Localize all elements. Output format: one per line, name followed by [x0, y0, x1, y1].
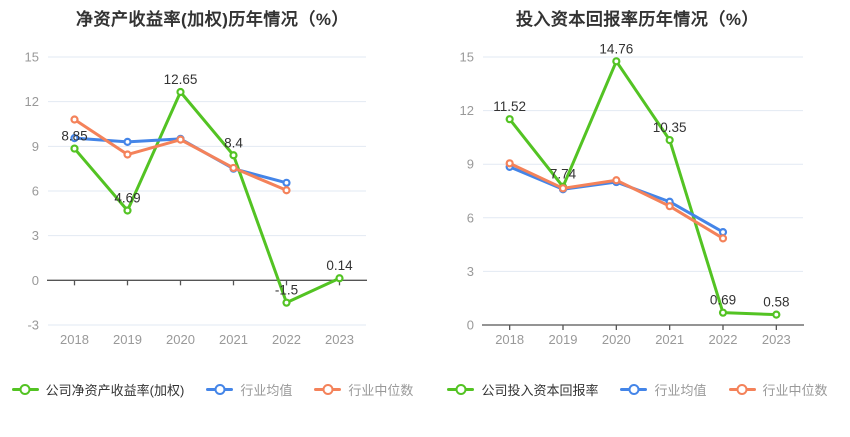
- industry-avg-series-marker-icon: [620, 384, 648, 395]
- y-axis-tick-label: 9: [32, 139, 39, 154]
- roic-chart-panel: 投入资本回报率历年情况（%） 15 12 9 6 3 0 2018 2019 2020 2021 2…: [425, 0, 850, 437]
- legend-item-industry-avg-right[interactable]: 行业均值: [620, 380, 707, 399]
- y-axis-tick-label: 3: [467, 264, 474, 279]
- industry-median-series-marker-icon: [728, 384, 756, 395]
- data-point-marker: [772, 310, 781, 319]
- company-roic-series-marker-icon: [447, 384, 475, 395]
- legend-label-industry-median-right: 行业中位数: [762, 383, 828, 398]
- x-axis-tick-label: 2023: [325, 332, 354, 347]
- data-point-marker: [282, 178, 291, 187]
- series-line: [508, 59, 778, 317]
- x-axis-tick-label: 2018: [495, 332, 524, 347]
- data-point-value-label: 8.4: [224, 135, 243, 150]
- x-axis-tick-label: 2020: [602, 332, 631, 347]
- data-point-marker: [718, 234, 728, 243]
- legend-label-industry-avg-left: 行业均值: [240, 383, 293, 398]
- y-axis-tick-label: 0: [32, 273, 39, 288]
- legend-label-industry-median-left: 行业中位数: [348, 383, 414, 398]
- data-point-marker: [176, 135, 185, 144]
- legend-item-industry-median-right[interactable]: 行业中位数: [728, 380, 828, 399]
- data-point-marker: [123, 137, 132, 146]
- y-axis-tick-label: -3: [27, 318, 39, 333]
- data-point-marker: [612, 57, 621, 66]
- data-point-value-label: 8.85: [61, 129, 87, 144]
- roic-chart-title: 投入资本回报率历年情况（%）: [515, 10, 760, 29]
- data-point-marker: [176, 87, 185, 97]
- data-point-marker: [229, 163, 238, 173]
- data-point-value-label: 0.58: [763, 295, 789, 310]
- y-axis-tick-label: 6: [32, 184, 39, 199]
- x-axis-tick-label: 2022: [272, 332, 301, 347]
- roic-chart-canvas: 15 12 9 6 3 0 2018 2019 2020 2021 2022 2023 11.52 7.7…: [460, 41, 804, 347]
- x-axis-tick-label: 2021: [655, 332, 684, 347]
- data-point-marker: [123, 206, 132, 215]
- legend-item-industry-median-left[interactable]: 行业中位数: [314, 380, 413, 399]
- data-point-marker: [665, 135, 674, 145]
- roic-chart-legend: 公司投入资本回报率 行业均值 行业中位数: [425, 380, 850, 399]
- data-point-marker: [282, 298, 291, 307]
- series-line: [508, 161, 725, 240]
- y-axis-tick-label: 9: [467, 157, 474, 172]
- x-axis-tick-label: 2019: [113, 332, 142, 347]
- data-point-marker: [612, 176, 621, 185]
- data-point-marker: [335, 274, 344, 283]
- industry-median-series-marker-icon: [314, 384, 342, 395]
- data-point-marker: [665, 202, 674, 211]
- legend-item-industry-avg-left[interactable]: 行业均值: [206, 380, 292, 399]
- data-point-value-label: 4.69: [114, 191, 140, 206]
- data-point-value-label: 7.74: [550, 167, 577, 182]
- series-line: [73, 90, 341, 305]
- data-point-value-label: 11.52: [493, 99, 526, 114]
- y-axis-tick-label: 0: [467, 318, 474, 333]
- data-point-marker: [229, 151, 238, 160]
- series-line: [73, 118, 288, 192]
- data-point-marker: [70, 144, 79, 153]
- company-roe-series-marker-icon: [11, 384, 39, 395]
- data-point-marker: [70, 115, 79, 124]
- legend-item-company-roic[interactable]: 公司投入资本回报率: [447, 380, 598, 399]
- data-point-value-label: 10.35: [653, 120, 687, 135]
- data-point-marker: [282, 186, 291, 195]
- data-point-marker: [505, 115, 514, 124]
- data-point-marker: [718, 227, 728, 237]
- data-point-value-label: -1.5: [275, 283, 298, 298]
- data-point-marker: [718, 308, 728, 317]
- data-point-marker: [70, 134, 79, 143]
- legend-item-company-roe[interactable]: 公司净资产收益率(加权): [11, 380, 185, 399]
- data-point-marker: [558, 184, 568, 193]
- industry-avg-series-marker-icon: [206, 384, 234, 395]
- data-point-value-label: 0.69: [710, 293, 736, 308]
- x-axis-tick-label: 2019: [549, 332, 578, 347]
- roe-chart-panel: 净资产收益率(加权)历年情况（%） 15 12 9 6 3 0 -3 2018 2019 2020…: [0, 10, 425, 399]
- y-axis-tick-label: 12: [460, 103, 474, 118]
- data-point-value-label: 0.14: [326, 258, 353, 273]
- data-point-value-label: 14.76: [599, 41, 633, 56]
- x-axis-tick-label: 2023: [762, 332, 791, 347]
- legend-label-industry-avg-right: 行业均值: [654, 383, 707, 398]
- legend-label-company-roic: 公司投入资本回报率: [481, 383, 599, 398]
- legend-label-company-roe: 公司净资产收益率(加权): [45, 383, 185, 398]
- y-axis-tick-label: 6: [467, 210, 474, 225]
- data-point-value-label: 12.65: [164, 72, 198, 87]
- y-axis-tick-label: 3: [32, 228, 39, 243]
- x-axis-tick-label: 2020: [166, 332, 195, 347]
- roe-chart-title: 净资产收益率(加权)历年情况（%）: [76, 10, 349, 29]
- y-axis-tick-label: 12: [25, 94, 39, 109]
- roe-chart-legend: 公司净资产收益率(加权) 行业均值 行业中位数: [0, 380, 425, 399]
- x-axis-tick-label: 2022: [709, 332, 738, 347]
- data-point-marker: [505, 159, 514, 168]
- y-axis-tick-label: 15: [460, 50, 474, 65]
- roe-chart-canvas: 15 12 9 6 3 0 -3 2018 2019 2020 2021 2022 2023 8.85 4.…: [25, 50, 367, 347]
- x-axis-tick-label: 2021: [219, 332, 248, 347]
- data-point-marker: [123, 150, 132, 159]
- x-axis-tick-label: 2018: [60, 332, 89, 347]
- y-axis-tick-label: 15: [25, 50, 39, 65]
